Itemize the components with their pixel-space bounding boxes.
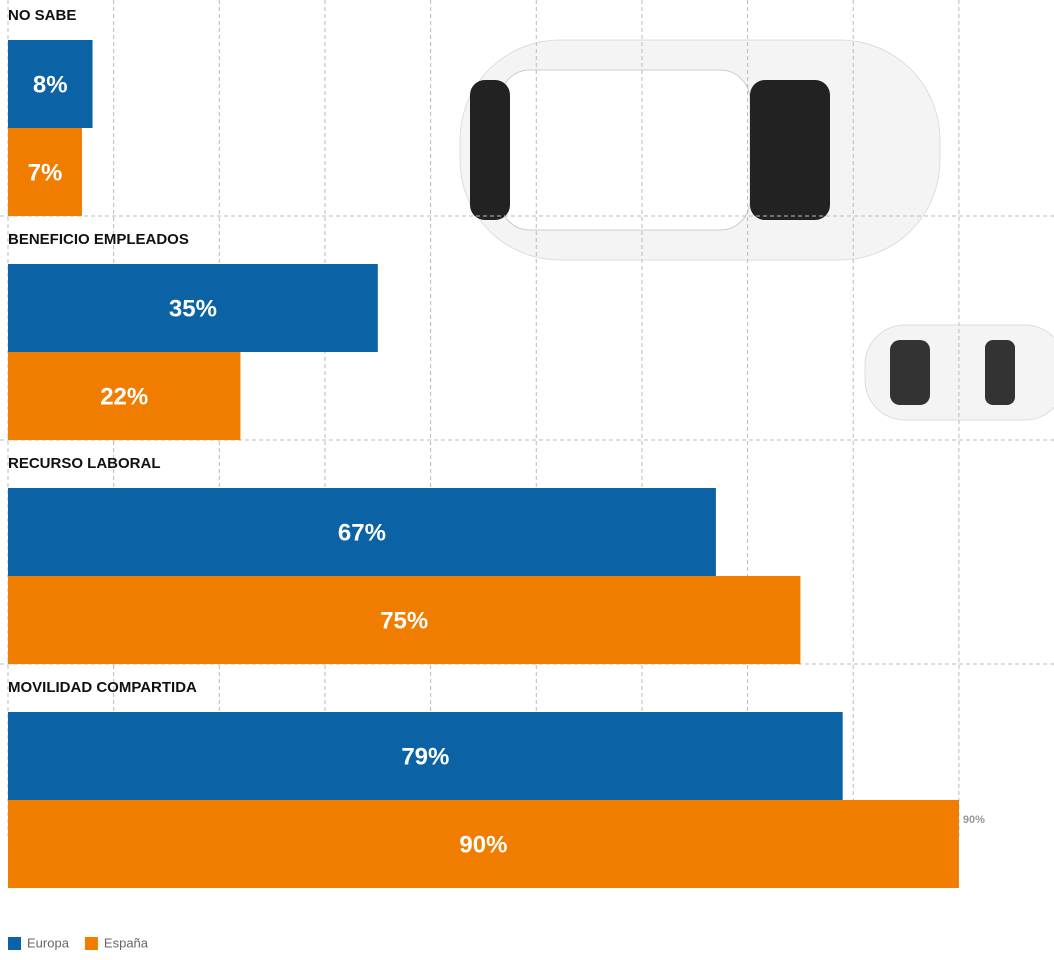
car-illustration <box>459 39 1054 421</box>
bar <box>8 264 378 352</box>
value-label: 35% <box>169 295 217 322</box>
bar <box>8 40 93 128</box>
x-tick-label: 90% <box>963 814 985 826</box>
bar <box>8 488 716 576</box>
value-label: 79% <box>401 743 449 770</box>
value-label: 75% <box>380 607 428 634</box>
bar <box>8 128 82 216</box>
category-label: BENEFICIO EMPLEADOS <box>8 231 189 248</box>
value-label: 22% <box>100 383 148 410</box>
bar <box>8 352 241 440</box>
legend-label: España <box>104 935 149 950</box>
bar <box>8 712 843 800</box>
value-label: 8% <box>33 71 68 98</box>
category-label: RECURSO LABORAL <box>8 455 161 472</box>
legend-swatch <box>84 937 98 950</box>
bar <box>8 800 959 888</box>
legend-swatch <box>8 937 21 950</box>
legend-label: Europa <box>27 935 70 950</box>
value-label: 7% <box>28 159 63 186</box>
value-label: 67% <box>338 519 386 546</box>
bar <box>8 576 801 664</box>
category-label: NO SABE <box>8 7 76 24</box>
category-label: MOVILIDAD COMPARTIDA <box>8 679 197 696</box>
value-label: 90% <box>459 831 507 858</box>
